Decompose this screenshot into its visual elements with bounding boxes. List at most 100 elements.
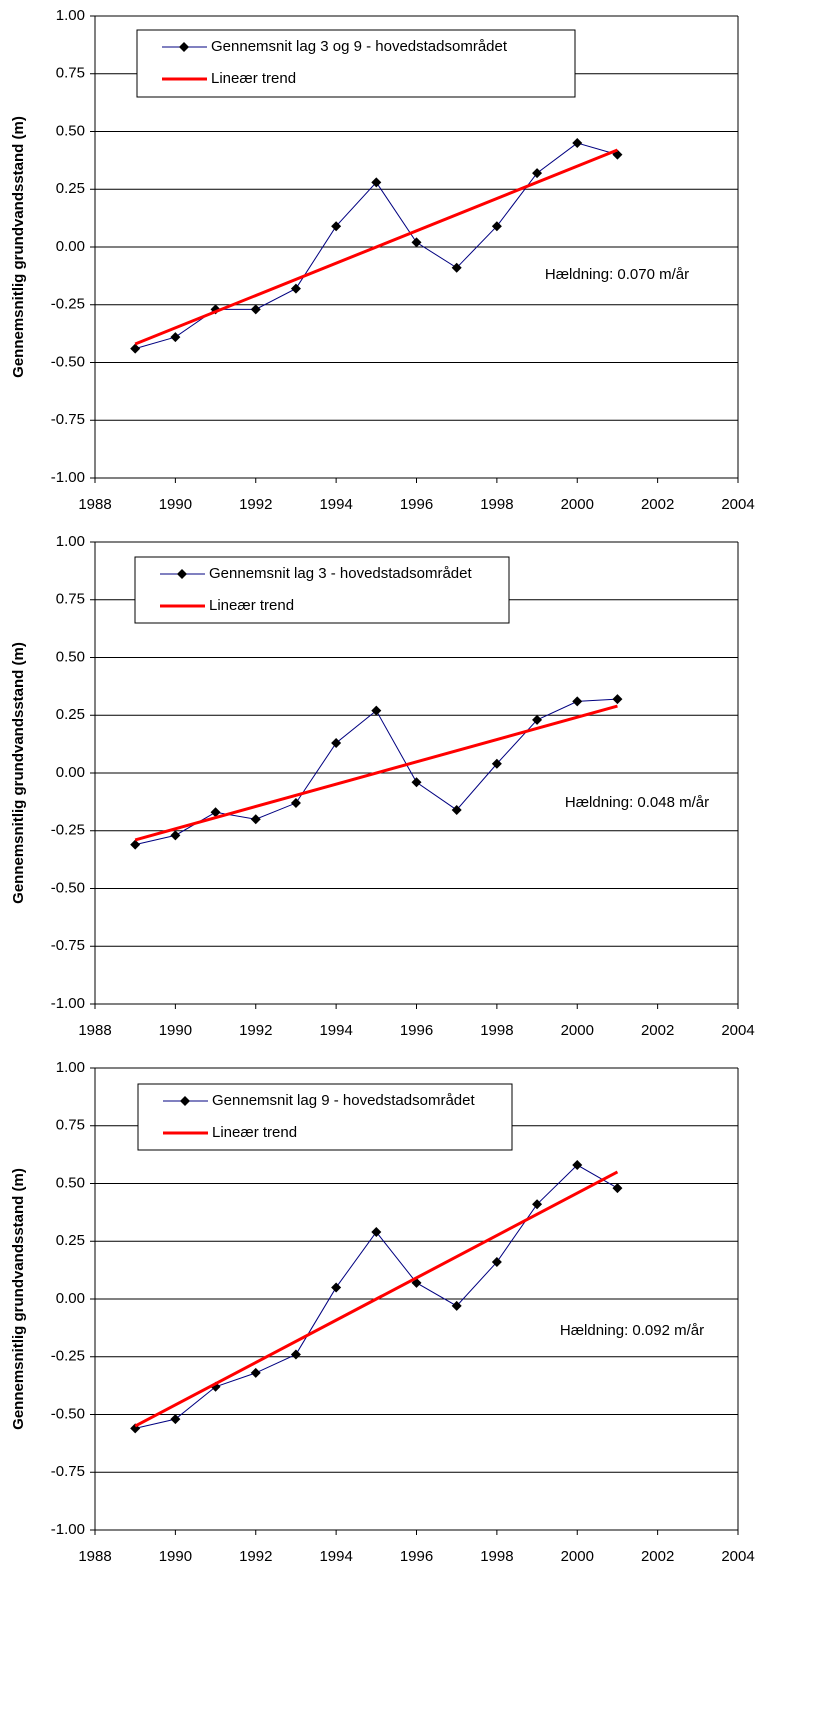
x-tick-label: 1988 <box>78 1022 111 1039</box>
x-tick-label: 1990 <box>159 1548 192 1565</box>
data-point <box>371 1227 382 1238</box>
data-point <box>170 830 181 841</box>
x-tick-label: 2002 <box>641 496 674 513</box>
data-point <box>250 1367 261 1378</box>
y-tick-label: -0.25 <box>51 822 85 839</box>
y-tick-label: -0.75 <box>51 1463 85 1480</box>
legend-marker <box>179 42 189 52</box>
legend-label: Lineær trend <box>212 1124 297 1141</box>
y-tick-label: -0.75 <box>51 411 85 428</box>
data-point <box>491 1257 502 1268</box>
data-point <box>170 332 181 343</box>
annotation: Hældning: 0.070 m/år <box>545 266 689 283</box>
data-point <box>250 814 261 825</box>
y-tick-label: -0.25 <box>51 296 85 313</box>
x-tick-label: 1988 <box>78 496 111 513</box>
legend-label: Lineær trend <box>211 70 296 87</box>
y-tick-label: 1.00 <box>56 1059 85 1076</box>
data-point <box>451 804 462 815</box>
data-point <box>331 221 342 232</box>
y-tick-label: 0.75 <box>56 591 85 608</box>
y-tick-label: 0.50 <box>56 1174 85 1191</box>
data-point <box>612 694 623 705</box>
legend-label: Lineær trend <box>209 597 294 614</box>
y-tick-label: -0.75 <box>51 937 85 954</box>
y-tick-label: 0.75 <box>56 65 85 82</box>
data-point <box>331 737 342 748</box>
data-point <box>532 168 543 179</box>
legend-label: Gennemsnit lag 9 - hovedstadsområdet <box>212 1092 475 1109</box>
data-point <box>290 283 301 294</box>
data-point <box>371 705 382 716</box>
x-tick-label: 2002 <box>641 1548 674 1565</box>
x-tick-label: 1990 <box>159 1022 192 1039</box>
x-tick-label: 2004 <box>721 1548 754 1565</box>
data-point <box>532 714 543 725</box>
x-tick-label: 1996 <box>400 1022 433 1039</box>
legend-marker <box>180 1096 190 1106</box>
y-tick-label: -0.50 <box>51 879 85 896</box>
data-point <box>411 777 422 788</box>
y-tick-label: 0.25 <box>56 1232 85 1249</box>
x-tick-label: 2004 <box>721 1022 754 1039</box>
legend-marker <box>177 569 187 579</box>
y-tick-label: 0.00 <box>56 1290 85 1307</box>
x-tick-label: 2000 <box>561 1548 594 1565</box>
x-tick-label: 1998 <box>480 1022 513 1039</box>
y-tick-label: 0.25 <box>56 180 85 197</box>
y-axis-label: Gennemsnitlig grundvandsstand (m) <box>10 1168 27 1430</box>
x-tick-label: 1988 <box>78 1548 111 1565</box>
y-axis-label: Gennemsnitlig grundvandsstand (m) <box>10 116 27 378</box>
data-point <box>532 1199 543 1210</box>
data-point <box>612 1183 623 1194</box>
y-tick-label: -1.00 <box>51 1521 85 1538</box>
x-tick-label: 1994 <box>319 1022 352 1039</box>
x-tick-label: 1996 <box>400 496 433 513</box>
x-tick-label: 2000 <box>561 1022 594 1039</box>
data-point <box>331 1282 342 1293</box>
x-tick-label: 2004 <box>721 496 754 513</box>
series-line <box>134 704 618 842</box>
data-point <box>572 696 583 707</box>
data-point <box>451 1300 462 1311</box>
data-point <box>290 1349 301 1360</box>
data-point <box>491 221 502 232</box>
y-tick-label: -0.25 <box>51 1348 85 1365</box>
y-tick-label: -0.50 <box>51 1405 85 1422</box>
data-point <box>130 343 141 354</box>
data-point <box>170 1414 181 1425</box>
data-point <box>130 839 141 850</box>
legend-box <box>137 1083 513 1151</box>
y-tick-label: -1.00 <box>51 469 85 486</box>
data-point <box>210 807 221 818</box>
annotation: Hældning: 0.048 m/år <box>565 794 709 811</box>
data-point <box>572 1160 583 1171</box>
y-tick-label: 0.00 <box>56 238 85 255</box>
y-tick-label: 0.50 <box>56 648 85 665</box>
x-tick-label: 1996 <box>400 1548 433 1565</box>
x-tick-label: 1994 <box>319 1548 352 1565</box>
x-tick-label: 2002 <box>641 1022 674 1039</box>
y-tick-label: 1.00 <box>56 533 85 550</box>
x-tick-label: 2000 <box>561 496 594 513</box>
series-line <box>134 148 618 346</box>
annotation: Hældning: 0.092 m/år <box>560 1322 704 1339</box>
y-tick-label: -1.00 <box>51 995 85 1012</box>
legend-box <box>136 29 576 98</box>
legend-label: Gennemsnit lag 3 og 9 - hovedstadsområde… <box>211 38 508 55</box>
y-tick-label: 1.00 <box>56 7 85 24</box>
legend-box <box>134 556 510 624</box>
series-line <box>134 1170 619 1428</box>
x-tick-label: 1998 <box>480 496 513 513</box>
x-tick-label: 1992 <box>239 1022 272 1039</box>
y-tick-label: -0.50 <box>51 353 85 370</box>
data-point <box>290 798 301 809</box>
y-tick-label: 0.50 <box>56 122 85 139</box>
y-tick-label: 0.75 <box>56 1117 85 1134</box>
data-point <box>451 262 462 273</box>
x-tick-label: 1990 <box>159 496 192 513</box>
legend-label: Gennemsnit lag 3 - hovedstadsområdet <box>209 565 472 582</box>
y-tick-label: 0.00 <box>56 764 85 781</box>
x-tick-label: 1994 <box>319 496 352 513</box>
